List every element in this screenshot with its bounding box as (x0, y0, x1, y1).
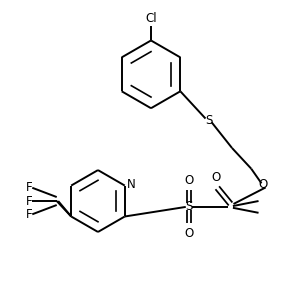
Text: O: O (258, 178, 268, 191)
Text: S: S (205, 113, 212, 126)
Text: O: O (185, 174, 194, 187)
Text: N: N (127, 178, 135, 191)
Text: F: F (26, 181, 33, 194)
Text: Cl: Cl (145, 12, 157, 25)
Text: S: S (186, 200, 193, 213)
Text: O: O (185, 227, 194, 240)
Text: F: F (26, 208, 33, 221)
Text: O: O (211, 171, 220, 184)
Text: F: F (26, 194, 33, 207)
